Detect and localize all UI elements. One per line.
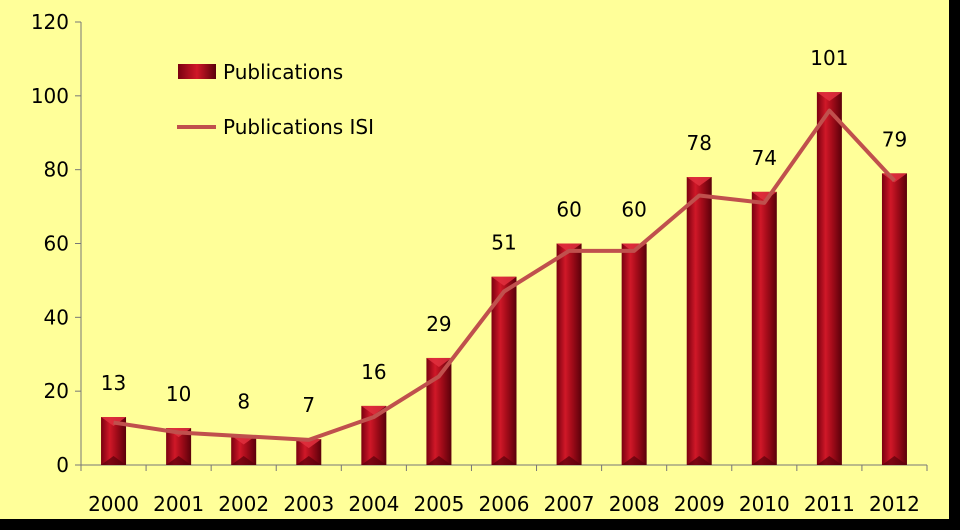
chart-area [0, 0, 949, 519]
data-label: 78 [687, 131, 712, 155]
bar [556, 243, 582, 465]
data-label: 29 [426, 312, 451, 336]
bar-body [621, 243, 647, 465]
data-label: 16 [361, 360, 386, 384]
bar-base [166, 456, 192, 465]
bar [491, 276, 517, 465]
bar [686, 177, 712, 466]
y-tick-label: 60 [44, 232, 69, 256]
bar-base [491, 456, 517, 465]
legend-label-publications: Publications [223, 60, 343, 84]
bar-cap [686, 177, 712, 187]
y-tick-label: 80 [44, 158, 69, 182]
bar-cap [491, 276, 517, 286]
y-ticks: 0 20 40 60 80 100 120 [31, 10, 81, 477]
data-label: 7 [302, 393, 315, 417]
y-tick-label: 120 [31, 10, 69, 34]
x-tick-label: 2005 [413, 492, 464, 516]
data-label: 79 [882, 127, 907, 151]
bar-cap [816, 92, 842, 102]
data-label: 60 [556, 198, 581, 222]
bar-base [816, 456, 842, 465]
bar [881, 173, 907, 465]
data-label: 60 [621, 198, 646, 222]
data-labels: 13 10 8 7 16 29 51 60 60 78 74 101 79 [101, 46, 907, 417]
bar [231, 435, 257, 465]
bar-cap [361, 405, 387, 415]
bar-base [751, 456, 777, 465]
x-tick-label: 2004 [348, 492, 399, 516]
y-tick-label: 40 [44, 305, 69, 329]
legend-swatch-publications [178, 64, 216, 79]
bar-body [686, 177, 712, 466]
data-label: 101 [810, 46, 848, 70]
x-tick-label: 2009 [674, 492, 725, 516]
x-tick-label: 2001 [153, 492, 204, 516]
y-tick-label: 0 [56, 453, 69, 477]
bar-series-publications [101, 92, 907, 466]
bar-base [231, 456, 257, 465]
data-label: 13 [101, 371, 126, 395]
bar-cap [556, 243, 582, 253]
legend: Publications Publications ISI [177, 60, 374, 139]
bar-base [361, 456, 387, 465]
bar-body [751, 191, 777, 466]
x-tick-label: 2000 [88, 492, 139, 516]
bar [296, 439, 322, 465]
bar-base [881, 456, 907, 465]
bar-base [686, 456, 712, 465]
bar [621, 243, 647, 465]
bar-base [101, 456, 127, 465]
bar-base [426, 456, 452, 465]
x-tick-label: 2002 [218, 492, 269, 516]
y-tick-label: 20 [44, 379, 69, 403]
data-label: 74 [752, 146, 777, 170]
x-tick-label: 2006 [479, 492, 530, 516]
bar [816, 92, 842, 466]
bar-body [556, 243, 582, 465]
bar-base [556, 456, 582, 465]
legend-label-publications-isi: Publications ISI [223, 115, 374, 139]
line-series-publications-isi [113, 108, 896, 442]
bar-base [621, 456, 647, 465]
bar-cap [426, 357, 452, 367]
x-tick-label: 2007 [544, 492, 595, 516]
bar-body [491, 276, 517, 465]
x-tick-label: 2010 [739, 492, 790, 516]
bar-body [881, 173, 907, 465]
x-tick-label: 2003 [283, 492, 334, 516]
y-tick-label: 100 [31, 84, 69, 108]
bar-cap [101, 417, 127, 427]
bar-body [816, 92, 842, 466]
data-label: 51 [491, 231, 516, 255]
data-label: 8 [237, 389, 250, 413]
x-ticks: 2000 2001 2002 2003 2004 2005 2006 2007 2008 2009… [80, 465, 928, 516]
x-tick-label: 2011 [804, 492, 855, 516]
x-tick-label: 2012 [869, 492, 920, 516]
bar [751, 191, 777, 466]
data-label: 10 [166, 382, 191, 406]
x-tick-label: 2008 [609, 492, 660, 516]
bar-base [296, 456, 322, 465]
